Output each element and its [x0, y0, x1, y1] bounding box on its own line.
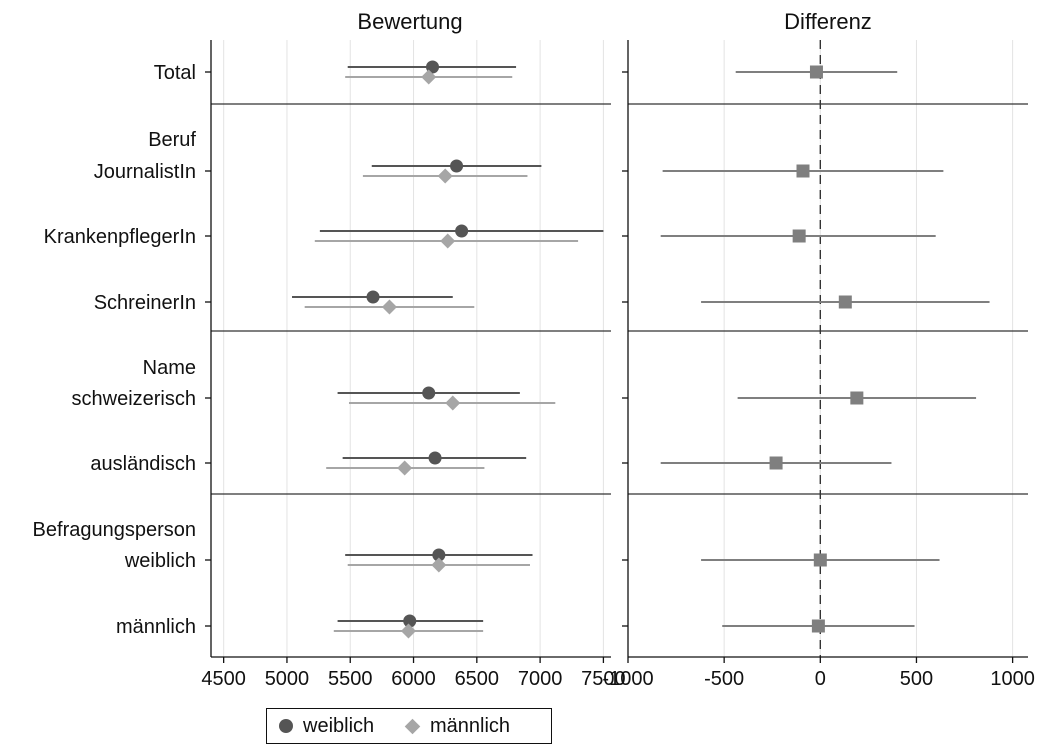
- row-label: SchreinerIn: [94, 292, 196, 314]
- left-x-tick-label: 4500: [201, 668, 246, 690]
- left-x-tick-label: 7500: [581, 668, 626, 690]
- legend: weiblich männlich: [266, 708, 552, 744]
- row-label: JournalistIn: [94, 161, 196, 183]
- left-x-tick-label: 6500: [455, 668, 500, 690]
- point-maennlich: [400, 623, 416, 639]
- right-panel-title: Differenz: [784, 9, 872, 34]
- point-weiblich: [403, 614, 417, 628]
- left-panel-title: Bewertung: [357, 9, 462, 34]
- point-weiblich: [432, 548, 446, 562]
- row-label: Total: [154, 62, 196, 84]
- point-maennlich: [445, 395, 461, 411]
- point-weiblich: [366, 290, 380, 304]
- point-weiblich: [428, 451, 442, 465]
- diamond-marker-icon: [404, 718, 421, 734]
- left-x-tick-label: 5500: [328, 668, 373, 690]
- row-label: männlich: [116, 616, 196, 638]
- row-label: ausländisch: [90, 453, 196, 475]
- point-maennlich: [397, 460, 413, 476]
- legend-item-maennlich: männlich: [404, 709, 511, 743]
- row-label: schweizerisch: [72, 388, 196, 410]
- point-maennlich: [440, 233, 456, 249]
- group-header-label: Beruf: [148, 129, 196, 151]
- point-differenz: [813, 553, 827, 567]
- right-x-tick-label: -500: [704, 668, 744, 690]
- point-differenz: [850, 391, 864, 405]
- point-maennlich: [437, 168, 453, 184]
- point-differenz: [809, 65, 823, 79]
- point-differenz: [792, 229, 806, 243]
- point-differenz: [811, 619, 825, 633]
- right-x-tick-label: 0: [815, 668, 826, 690]
- right-x-tick-label: 500: [900, 668, 933, 690]
- right-x-tick-label: -1000: [602, 668, 653, 690]
- left-x-tick-label: 7000: [518, 668, 563, 690]
- right-x-tick-label: 1000: [990, 668, 1035, 690]
- point-weiblich: [455, 224, 469, 238]
- legend-item-weiblich: weiblich: [279, 709, 374, 743]
- left-x-tick-label: 5000: [265, 668, 310, 690]
- group-header-label: Befragungsperson: [33, 519, 196, 541]
- point-differenz: [769, 456, 783, 470]
- legend-label-weiblich: weiblich: [303, 714, 375, 737]
- group-header-label: Name: [143, 357, 196, 379]
- point-weiblich: [422, 386, 436, 400]
- point-maennlich: [381, 299, 397, 315]
- circle-marker-icon: [279, 719, 293, 733]
- point-differenz: [838, 295, 852, 309]
- left-x-tick-label: 6000: [391, 668, 436, 690]
- point-maennlich: [431, 557, 447, 573]
- legend-label-maennlich: männlich: [430, 714, 511, 737]
- row-label: KrankenpflegerIn: [44, 226, 196, 248]
- point-differenz: [796, 164, 810, 178]
- row-label: weiblich: [124, 550, 196, 572]
- point-maennlich: [421, 69, 437, 85]
- point-weiblich: [450, 159, 464, 173]
